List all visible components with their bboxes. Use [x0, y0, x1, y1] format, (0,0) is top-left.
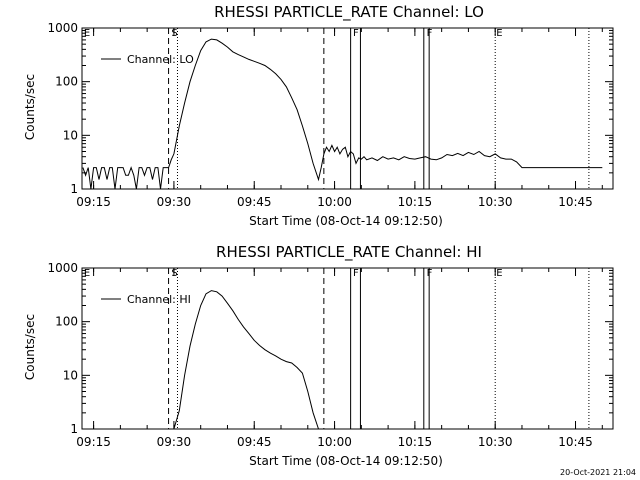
y-tick-label: 100	[55, 75, 78, 89]
panel-channel-hi: RHESSI PARTICLE_RATE Channel: HI Start T…	[23, 243, 614, 468]
x-tick-label: 09:45	[237, 195, 272, 209]
x-tick-label: 10:30	[478, 195, 513, 209]
y-tick-label: 100	[55, 315, 78, 329]
y-tick-label: 10	[63, 368, 78, 382]
y-tick-label: 10	[63, 128, 78, 142]
series-line	[82, 38, 603, 190]
x-tick-label: 09:15	[76, 435, 111, 449]
y-tick-label: 1000	[47, 21, 78, 35]
x-tick-label: 10:15	[398, 435, 433, 449]
footer-timestamp: 20-Oct-2021 21:04	[560, 468, 636, 477]
x-tick-label: 10:45	[558, 195, 593, 209]
plot-frame	[81, 27, 614, 190]
x-tick-label: 09:30	[157, 435, 192, 449]
chart-title: RHESSI PARTICLE_RATE Channel: HI	[216, 243, 482, 262]
y-axis-label: Counts/sec	[23, 314, 37, 380]
plot-frame	[81, 267, 614, 430]
panel-channel-lo: RHESSI PARTICLE_RATE Channel: LO Start T…	[23, 3, 614, 228]
event-marker-label: F	[427, 28, 433, 39]
event-marker-label: S	[171, 28, 177, 39]
series-line	[173, 290, 319, 430]
y-tick-label: 1	[70, 182, 78, 196]
x-tick-label: 10:00	[317, 195, 352, 209]
legend-label: Channel: LO	[127, 53, 194, 66]
x-tick-label: 10:45	[558, 435, 593, 449]
x-tick-label: 10:30	[478, 435, 513, 449]
x-axis-label: Start Time (08-Oct-14 09:12:50)	[249, 454, 443, 468]
event-marker-label: E	[84, 28, 90, 39]
chart-title: RHESSI PARTICLE_RATE Channel: LO	[214, 3, 484, 22]
x-tick-label: 09:30	[157, 195, 192, 209]
event-marker-label: E	[496, 28, 502, 39]
y-axis-label: Counts/sec	[23, 74, 37, 140]
x-tick-label: 10:15	[398, 195, 433, 209]
x-axis-label: Start Time (08-Oct-14 09:12:50)	[249, 214, 443, 228]
x-tick-label: 10:00	[317, 435, 352, 449]
event-marker-label: F	[353, 28, 359, 39]
x-tick-label: 09:15	[76, 195, 111, 209]
event-marker-label: F	[353, 268, 359, 279]
legend-label: Channel: HI	[127, 293, 191, 306]
x-tick-label: 09:45	[237, 435, 272, 449]
event-marker-label: S	[171, 268, 177, 279]
y-tick-label: 1	[70, 422, 78, 436]
y-tick-label: 1000	[47, 261, 78, 275]
event-marker-label: F	[427, 268, 433, 279]
event-marker-label: E	[496, 268, 502, 279]
event-marker-label: E	[84, 268, 90, 279]
